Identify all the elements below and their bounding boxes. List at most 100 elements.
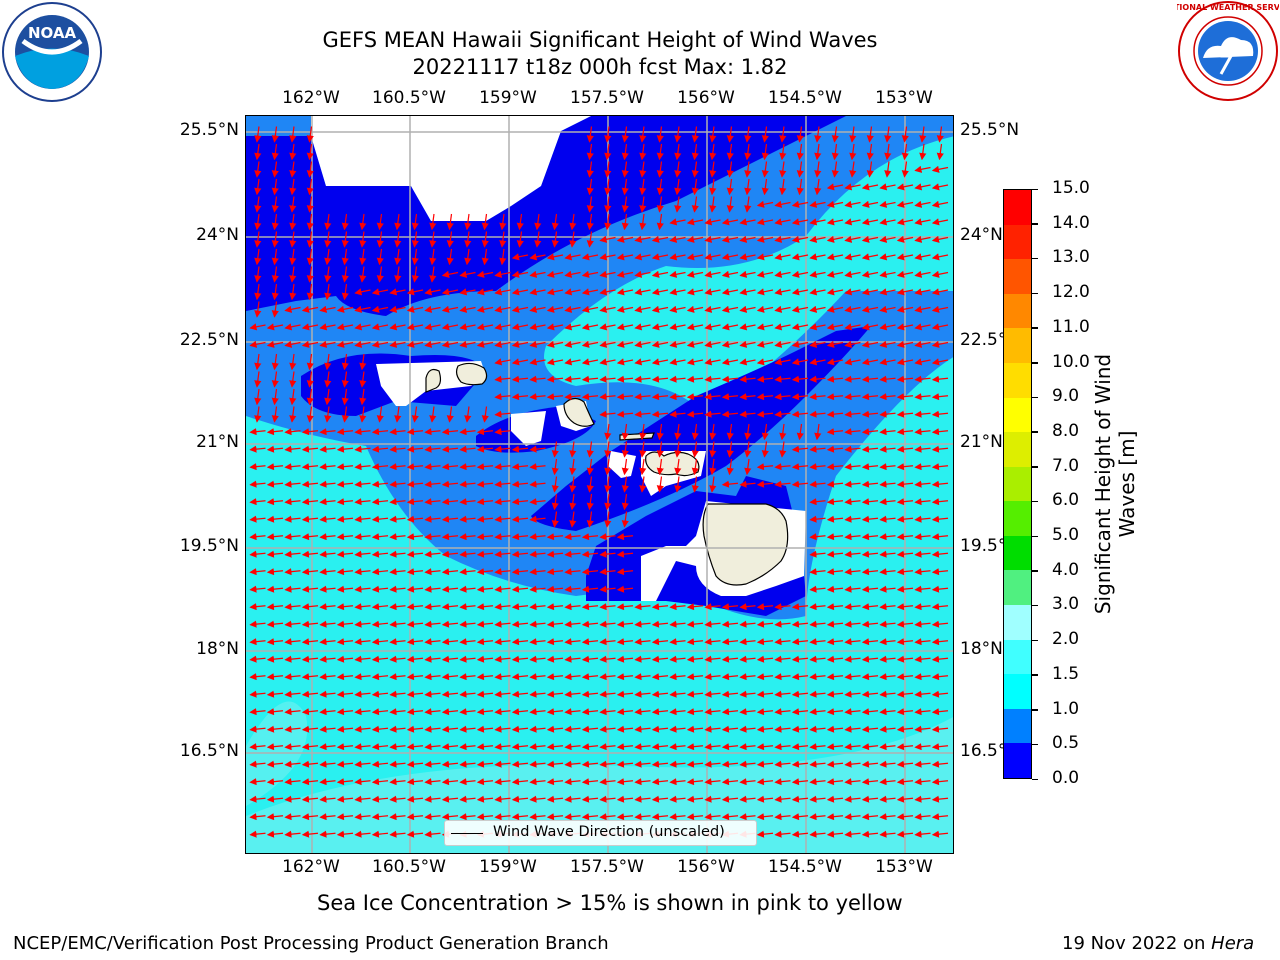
- colorbar-segment: [1004, 328, 1031, 363]
- lat-left-label: 22.5°N: [179, 330, 239, 350]
- wave-direction-arrow: [896, 480, 914, 488]
- wave-direction-arrow: [406, 515, 424, 523]
- wave-direction-arrow: [599, 410, 616, 418]
- wave-direction-arrow: [914, 270, 931, 278]
- wave-direction-arrow: [441, 498, 459, 506]
- wave-direction-arrow: [476, 340, 494, 348]
- wave-direction-arrow: [739, 480, 756, 488]
- wave-direction-arrow: [441, 288, 459, 296]
- wave-direction-arrow: [774, 410, 791, 418]
- wave-direction-arrow: [389, 323, 406, 331]
- wave-direction-arrow: [691, 423, 699, 441]
- wave-direction-arrow: [301, 498, 319, 506]
- wave-direction-arrow: [499, 213, 507, 231]
- wave-direction-arrow: [744, 423, 752, 441]
- colorbar-segment: [1004, 259, 1031, 294]
- wave-direction-arrow: [441, 305, 459, 313]
- wave-direction-arrow: [551, 213, 559, 231]
- wave-direction-arrow: [389, 550, 406, 558]
- wave-direction-arrow: [249, 515, 266, 523]
- wave-direction-arrow: [796, 423, 804, 441]
- wave-direction-arrow: [756, 375, 774, 383]
- wave-direction-arrow: [721, 323, 739, 331]
- wave-direction-arrow: [324, 231, 332, 248]
- wave-direction-arrow: [441, 533, 459, 541]
- wave-direction-arrow: [796, 126, 804, 143]
- wave-direction-arrow: [481, 248, 489, 266]
- run-date: 19 Nov 2022 on Hera: [1062, 933, 1254, 954]
- wave-direction-arrow: [406, 480, 424, 488]
- wave-direction-arrow: [634, 253, 651, 261]
- wave-direction-arrow: [254, 178, 262, 196]
- wave-direction-arrow: [634, 305, 651, 313]
- wave-direction-arrow: [546, 340, 564, 348]
- wave-direction-arrow: [249, 463, 266, 471]
- wave-direction-arrow: [861, 183, 879, 191]
- wave-direction-arrow: [791, 463, 809, 471]
- wave-direction-arrow: [459, 270, 476, 278]
- wave-direction-arrow: [511, 480, 529, 488]
- wave-direction-arrow: [879, 498, 896, 506]
- wave-direction-arrow: [359, 213, 367, 231]
- wave-direction-arrow: [354, 323, 371, 331]
- wave-direction-arrow: [656, 161, 664, 178]
- wave-direction-arrow: [826, 253, 844, 261]
- wave-direction-arrow: [546, 550, 564, 558]
- wave-direction-arrow: [569, 441, 577, 458]
- colorbar-segment: [1004, 639, 1031, 675]
- wave-direction-arrow: [844, 480, 861, 488]
- wave-direction-arrow: [336, 463, 354, 471]
- wave-direction-arrow: [569, 231, 577, 248]
- wave-direction-arrow: [639, 441, 647, 458]
- wave-direction-arrow: [459, 305, 476, 313]
- wave-direction-arrow: [826, 428, 844, 436]
- wave-direction-arrow: [809, 410, 826, 418]
- wave-direction-arrow: [686, 358, 704, 366]
- wave-direction-arrow: [844, 445, 861, 453]
- wave-direction-arrow: [494, 550, 511, 558]
- wave-direction-arrow: [441, 428, 459, 436]
- wave-direction-arrow: [809, 253, 826, 261]
- wave-direction-arrow: [569, 511, 577, 528]
- wave-direction-arrow: [249, 428, 266, 436]
- wave-direction-arrow: [441, 550, 459, 558]
- wave-direction-arrow: [529, 323, 546, 331]
- map-canvas: [246, 116, 953, 853]
- wave-direction-arrow: [394, 406, 402, 423]
- wave-direction-arrow: [931, 358, 949, 366]
- wave-direction-arrow: [301, 550, 319, 558]
- wave-direction-arrow: [779, 423, 787, 441]
- noaa-logo: NOAA: [1, 1, 103, 103]
- colorbar-tick-mark: [1032, 188, 1038, 190]
- wave-direction-arrow: [844, 393, 861, 401]
- wave-direction-arrow: [511, 253, 529, 261]
- wave-direction-arrow: [774, 270, 791, 278]
- wave-direction-arrow: [726, 143, 734, 161]
- wave-direction-arrow: [551, 493, 559, 511]
- wave-direction-arrow: [686, 253, 704, 261]
- wave-direction-arrow: [686, 218, 704, 226]
- wave-direction-arrow: [494, 270, 511, 278]
- wave-direction-arrow: [289, 143, 297, 161]
- wave-direction-arrow: [879, 515, 896, 523]
- wave-direction-arrow: [721, 235, 739, 243]
- wave-direction-arrow: [669, 288, 686, 296]
- wave-direction-arrow: [476, 270, 494, 278]
- wave-direction-arrow: [914, 393, 931, 401]
- wave-direction-arrow: [879, 288, 896, 296]
- wave-direction-arrow: [896, 288, 914, 296]
- wave-direction-arrow: [914, 165, 931, 173]
- wave-direction-arrow: [796, 161, 804, 178]
- wave-direction-arrow: [861, 550, 879, 558]
- wave-direction-arrow: [634, 410, 651, 418]
- wave-direction-arrow: [774, 305, 791, 313]
- wave-direction-arrow: [301, 463, 319, 471]
- wave-direction-arrow: [704, 218, 721, 226]
- wave-direction-arrow: [599, 305, 616, 313]
- wave-direction-arrow: [446, 406, 454, 423]
- wave-direction-arrow: [306, 126, 314, 143]
- wave-direction-arrow: [406, 463, 424, 471]
- wave-direction-arrow: [931, 270, 949, 278]
- wave-direction-arrow: [616, 375, 634, 383]
- wave-direction-arrow: [406, 498, 424, 506]
